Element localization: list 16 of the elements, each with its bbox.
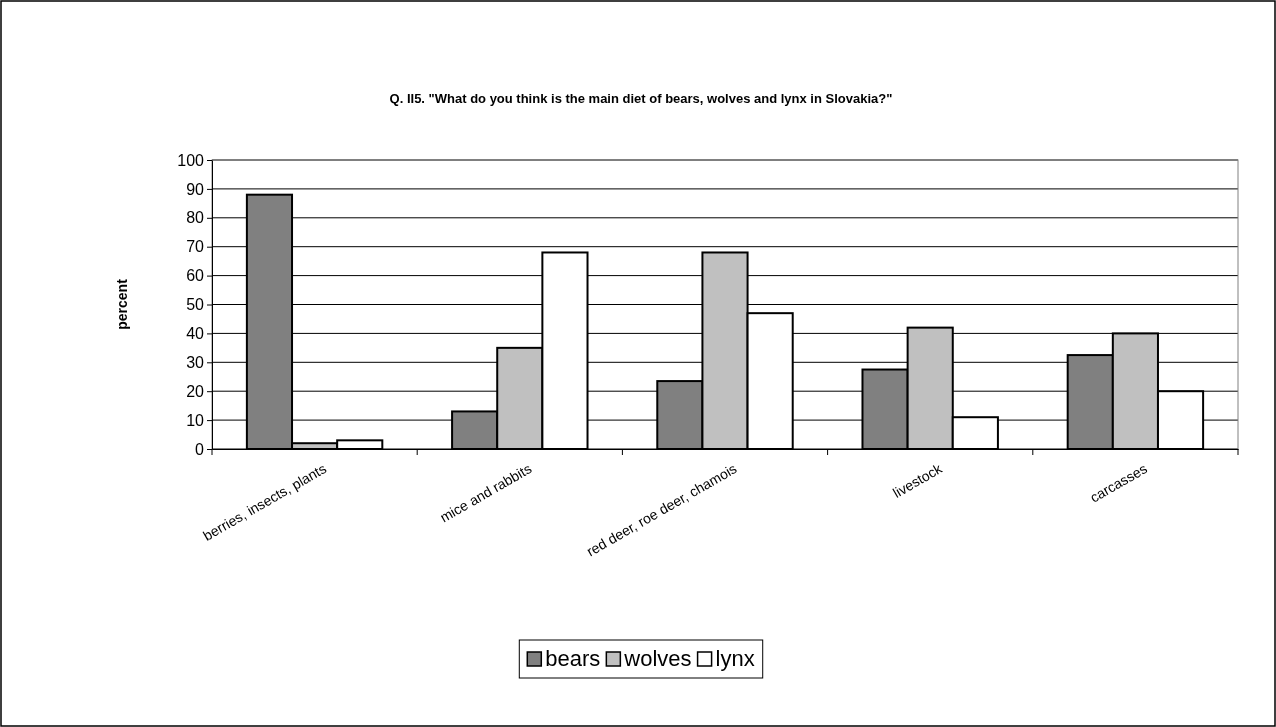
y-tick-label: 30 (186, 353, 205, 371)
y-tick-label: 40 (186, 325, 205, 343)
y-tick-label: 90 (186, 180, 205, 198)
y-tick-label: 60 (186, 267, 205, 285)
y-tick-label: 80 (186, 209, 205, 227)
y-tick-label: 70 (186, 238, 205, 256)
chart-title: Q. II5. "What do you think is the main diet of bears, wolves and lynx in Slovakia?" (389, 91, 893, 106)
y-tick-label: 0 (195, 440, 205, 458)
legend-label: bears (545, 646, 601, 671)
legend-label: lynx (715, 646, 755, 671)
y-tick-label: 100 (177, 151, 205, 169)
y-tick-label: 10 (186, 411, 205, 429)
y-tick-label: 20 (186, 382, 205, 400)
y-tick-label: 50 (186, 296, 205, 314)
legend-label: wolves (623, 646, 692, 671)
y-axis-title: percent (114, 278, 130, 330)
